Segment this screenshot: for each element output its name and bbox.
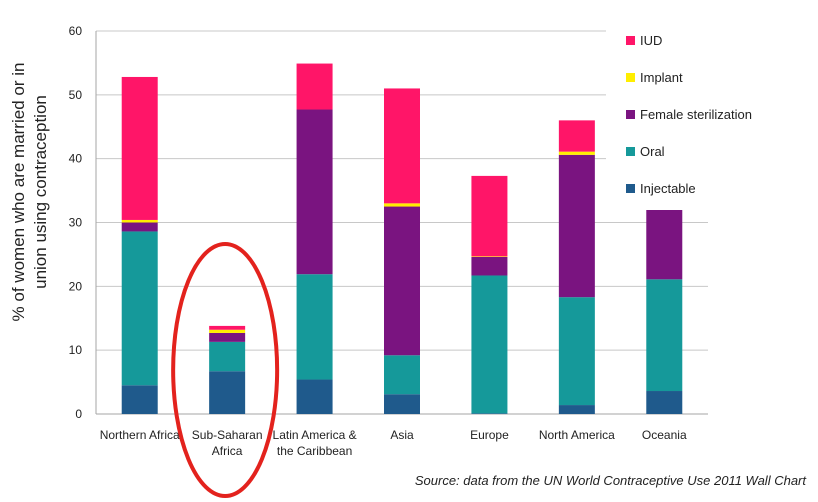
y-axis-label: % of women who are married or in union us…	[9, 63, 50, 322]
bar-segment	[646, 279, 682, 391]
bar-segment	[384, 203, 420, 206]
bar-segment	[297, 380, 333, 414]
bar-segment	[384, 88, 420, 203]
legend-swatch	[626, 147, 635, 156]
y-tick-label: 50	[69, 88, 83, 102]
bar-segment	[384, 394, 420, 414]
y-tick-label: 40	[69, 152, 83, 166]
bar-segment	[471, 176, 507, 256]
y-tick-label: 10	[69, 343, 83, 357]
bar-segment	[384, 355, 420, 394]
bar-segment	[471, 257, 507, 276]
y-tick-label: 30	[69, 216, 83, 230]
bar-segment	[122, 231, 158, 385]
bar-segment	[209, 342, 245, 371]
legend-label: Injectable	[640, 181, 696, 196]
bar-segment	[297, 64, 333, 110]
bar-segment	[122, 220, 158, 223]
bar-segment	[384, 207, 420, 356]
legend-label: Implant	[640, 70, 683, 85]
category-label: Oceania	[642, 428, 687, 442]
bar-segment	[209, 333, 245, 342]
bar-segment	[122, 223, 158, 232]
legend-swatch	[626, 110, 635, 119]
bar-segment	[646, 391, 682, 414]
bar-segment	[559, 297, 595, 405]
y-tick-label: 60	[69, 24, 83, 38]
bar-segment	[471, 256, 507, 257]
legend-label: Female sterilization	[640, 107, 752, 122]
bar-segment	[209, 326, 245, 330]
bar-segment	[209, 371, 245, 414]
category-label: Latin America & the Caribbean	[273, 428, 357, 458]
category-label: Asia	[390, 428, 414, 442]
y-tick-label: 0	[75, 407, 82, 421]
legend-swatch	[626, 36, 635, 45]
category-label: Europe	[470, 428, 509, 442]
bar-segment	[559, 152, 595, 155]
legend-swatch	[626, 184, 635, 193]
bar-segment	[646, 208, 682, 279]
bar-segment	[297, 274, 333, 379]
bar-segment	[209, 330, 245, 333]
category-label: North America	[539, 428, 615, 442]
bar-segment	[559, 155, 595, 297]
bar-segment	[122, 77, 158, 220]
legend-label: IUD	[640, 33, 662, 48]
category-label: Northern Africa	[100, 428, 180, 442]
bar-segment	[471, 275, 507, 413]
bar-segment	[297, 110, 333, 275]
category-label: Sub-Saharan Africa	[192, 428, 263, 458]
source-note: Source: data from the UN World Contracep…	[415, 473, 806, 488]
bar-segment	[122, 385, 158, 414]
legend-label: Oral	[640, 144, 665, 159]
legend-swatch	[626, 73, 635, 82]
bar-segment	[471, 413, 507, 414]
y-tick-label: 20	[69, 279, 83, 293]
bar-segment	[559, 405, 595, 414]
bar-segment	[559, 120, 595, 151]
